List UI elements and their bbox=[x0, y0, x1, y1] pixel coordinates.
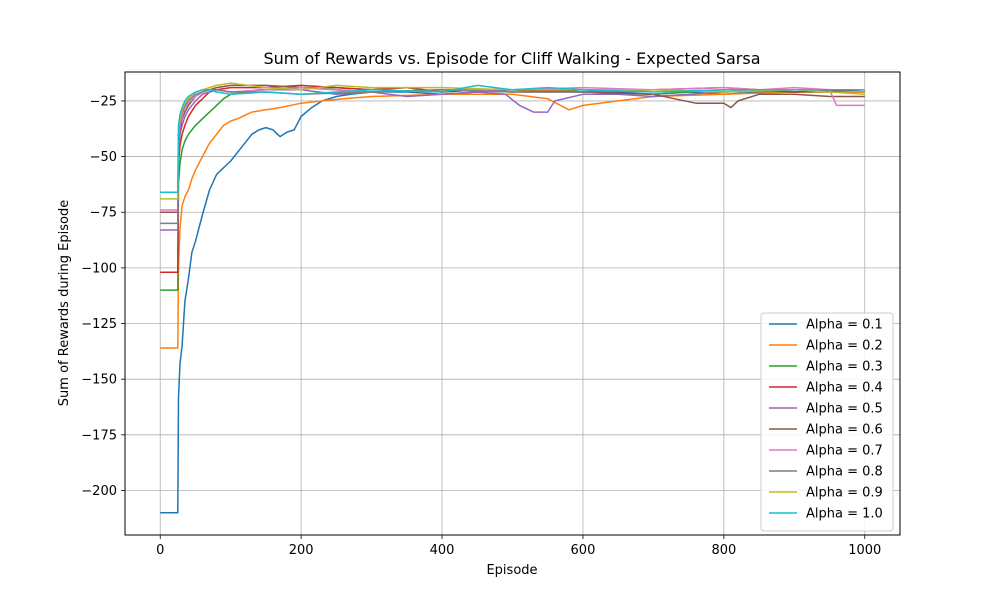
legend-label: Alpha = 0.2 bbox=[806, 339, 883, 354]
x-axis-label: Episode bbox=[486, 563, 537, 578]
legend-label: Alpha = 0.5 bbox=[806, 402, 883, 417]
y-axis-label: Sum of Rewards during Episode bbox=[57, 200, 72, 406]
y-tick-label: −50 bbox=[90, 150, 117, 165]
y-tick-label: −125 bbox=[81, 317, 117, 332]
legend-box bbox=[760, 312, 894, 532]
x-tick-label: 400 bbox=[430, 543, 455, 558]
legend-label: Alpha = 0.3 bbox=[806, 360, 883, 375]
legend-label: Alpha = 0.1 bbox=[806, 318, 883, 333]
y-tick-label: −175 bbox=[81, 428, 117, 443]
x-tick-label: 0 bbox=[156, 543, 164, 558]
legend-label: Alpha = 1.0 bbox=[806, 507, 883, 522]
y-tick-label: −150 bbox=[81, 373, 117, 388]
plot-area-frame bbox=[124, 71, 901, 536]
legend-label: Alpha = 0.8 bbox=[806, 465, 883, 480]
legend-label: Alpha = 0.6 bbox=[806, 423, 883, 438]
x-axis-ticks: 0 200 400 600 800 1000 bbox=[156, 535, 881, 558]
y-tick-label: −100 bbox=[81, 261, 117, 276]
legend-label: Alpha = 0.9 bbox=[806, 486, 883, 501]
y-axis-ticks: −200 −175 −150 −125 −100 −75 −50 −25 bbox=[81, 94, 125, 499]
legend-label: Alpha = 0.7 bbox=[806, 444, 883, 459]
y-tick-label: −200 bbox=[81, 484, 117, 499]
legend-label: Alpha = 0.4 bbox=[806, 381, 883, 396]
series-line-10 bbox=[160, 84, 865, 193]
y-tick-label: −25 bbox=[90, 94, 117, 109]
chart-title: Sum of Rewards vs. Episode for Cliff Wal… bbox=[263, 49, 760, 68]
x-tick-label: 200 bbox=[289, 543, 314, 558]
series-line-2 bbox=[160, 91, 865, 349]
legend: Alpha = 0.1 Alpha = 0.2 Alpha = 0.3 Alpha =… bbox=[760, 312, 894, 532]
x-tick-label: 800 bbox=[711, 543, 736, 558]
series-lines bbox=[160, 82, 865, 514]
y-tick-label: −75 bbox=[90, 206, 117, 221]
x-tick-label: 600 bbox=[571, 543, 596, 558]
x-tick-label: 1000 bbox=[848, 543, 881, 558]
